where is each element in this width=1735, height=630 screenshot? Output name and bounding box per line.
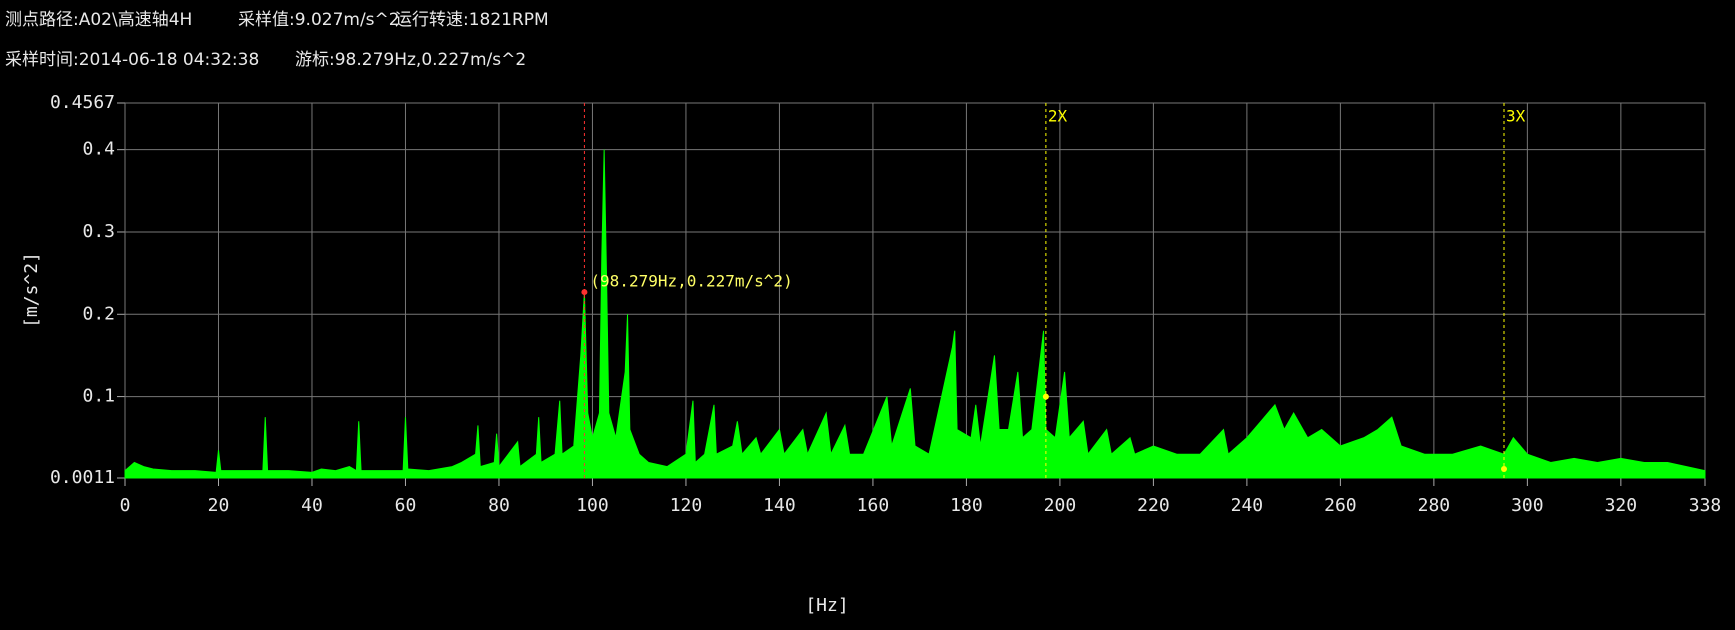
header-sample-value: 采样值:9.027m/s^2: [238, 10, 400, 30]
y-tick-label: 0.4: [82, 139, 115, 160]
harmonic-dot: [1042, 393, 1049, 400]
y-tick-label: 0.3: [82, 221, 115, 242]
x-tick-label: 160: [857, 495, 890, 516]
header-cursor: 游标:98.279Hz,0.227m/s^2: [295, 50, 526, 70]
x-tick-label: 280: [1418, 495, 1451, 516]
x-tick-label: 140: [763, 495, 796, 516]
y-tick-label: 0.2: [82, 303, 115, 324]
x-tick-label: 220: [1137, 495, 1170, 516]
x-tick-label: 200: [1044, 495, 1077, 516]
x-tick-label: 20: [208, 495, 230, 516]
x-tick-label: 338: [1689, 495, 1722, 516]
x-tick-label: 120: [670, 495, 703, 516]
x-tick-label: 0: [120, 495, 131, 516]
x-tick-label: 320: [1605, 495, 1638, 516]
x-tick-label: 60: [395, 495, 417, 516]
cursor-dot: [581, 289, 588, 296]
harmonic-label: 3X: [1506, 107, 1526, 126]
harmonic-dot: [1500, 466, 1507, 473]
x-tick-label: 100: [576, 495, 609, 516]
x-tick-label: 180: [950, 495, 983, 516]
spectrum-area: [124, 149, 1706, 479]
y-tick-label: 0.0011: [50, 467, 115, 488]
x-tick-label: 80: [488, 495, 510, 516]
x-tick-label: 300: [1511, 495, 1544, 516]
x-axis-label: [Hz]: [805, 595, 848, 616]
cursor-label: (98.279Hz,0.227m/s^2): [590, 272, 792, 291]
header-path: 测点路径:A02\高速轴4H: [5, 10, 192, 30]
harmonic-label: 2X: [1048, 107, 1068, 126]
x-tick-label: 240: [1231, 495, 1264, 516]
header-speed: 运行转速:1821RPM: [395, 10, 549, 30]
y-axis-label: [m/s^2]: [21, 252, 42, 328]
header-time: 采样时间:2014-06-18 04:32:38: [5, 50, 259, 70]
plot-area: [124, 102, 1706, 479]
y-tick-label: 0.4567: [50, 92, 115, 113]
x-tick-label: 260: [1324, 495, 1357, 516]
y-tick-label: 0.1: [82, 386, 115, 407]
x-tick-label: 40: [301, 495, 323, 516]
